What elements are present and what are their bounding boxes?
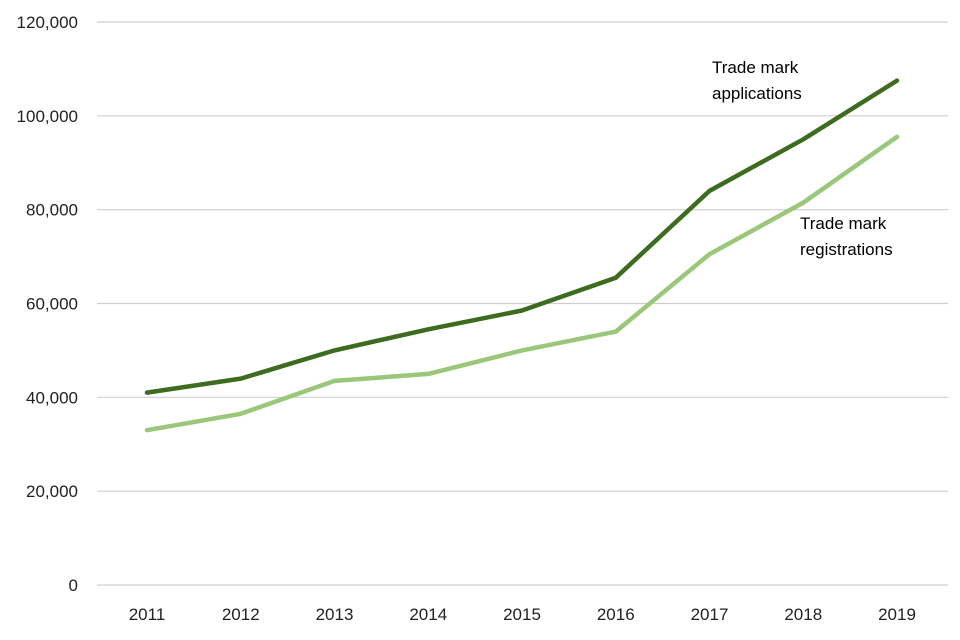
x-tick-label: 2013: [316, 605, 354, 624]
series-label-0: applications: [712, 84, 802, 103]
series-label-0: Trade mark: [712, 58, 799, 77]
x-tick-label: 2018: [784, 605, 822, 624]
series-layer: [144, 78, 900, 433]
y-tick-label: 120,000: [17, 13, 78, 32]
x-tick-label: 2011: [129, 605, 166, 624]
series-line-1: [144, 134, 900, 433]
series-label-1: registrations: [800, 240, 893, 259]
y-tick-label: 40,000: [26, 388, 78, 407]
y-tick-label: 60,000: [26, 295, 78, 314]
x-tick-label: 2012: [222, 605, 260, 624]
x-tick-label: 2019: [878, 605, 916, 624]
y-tick-label: 20,000: [26, 482, 78, 501]
x-tick-label: 2017: [691, 605, 729, 624]
x-tick-label: 2016: [597, 605, 635, 624]
y-axis-ticks: 0 20,000 40,000 60,000 80,000 100,000 120,000: [17, 13, 78, 595]
grid-layer: [97, 21, 948, 586]
x-tick-label: 2014: [409, 605, 447, 624]
y-tick-label: 100,000: [17, 107, 78, 126]
x-axis-ticks: 2011 2012 2013 2014 2015 2016 2017 2018 2019: [129, 605, 916, 624]
y-tick-label: 0: [69, 576, 78, 595]
series-label-1: Trade mark: [800, 214, 887, 233]
y-tick-label: 80,000: [26, 201, 78, 220]
x-tick-label: 2015: [503, 605, 541, 624]
series-line-0: [144, 78, 900, 395]
series-labels: Trade mark applications Trade mark registra…: [712, 58, 893, 259]
